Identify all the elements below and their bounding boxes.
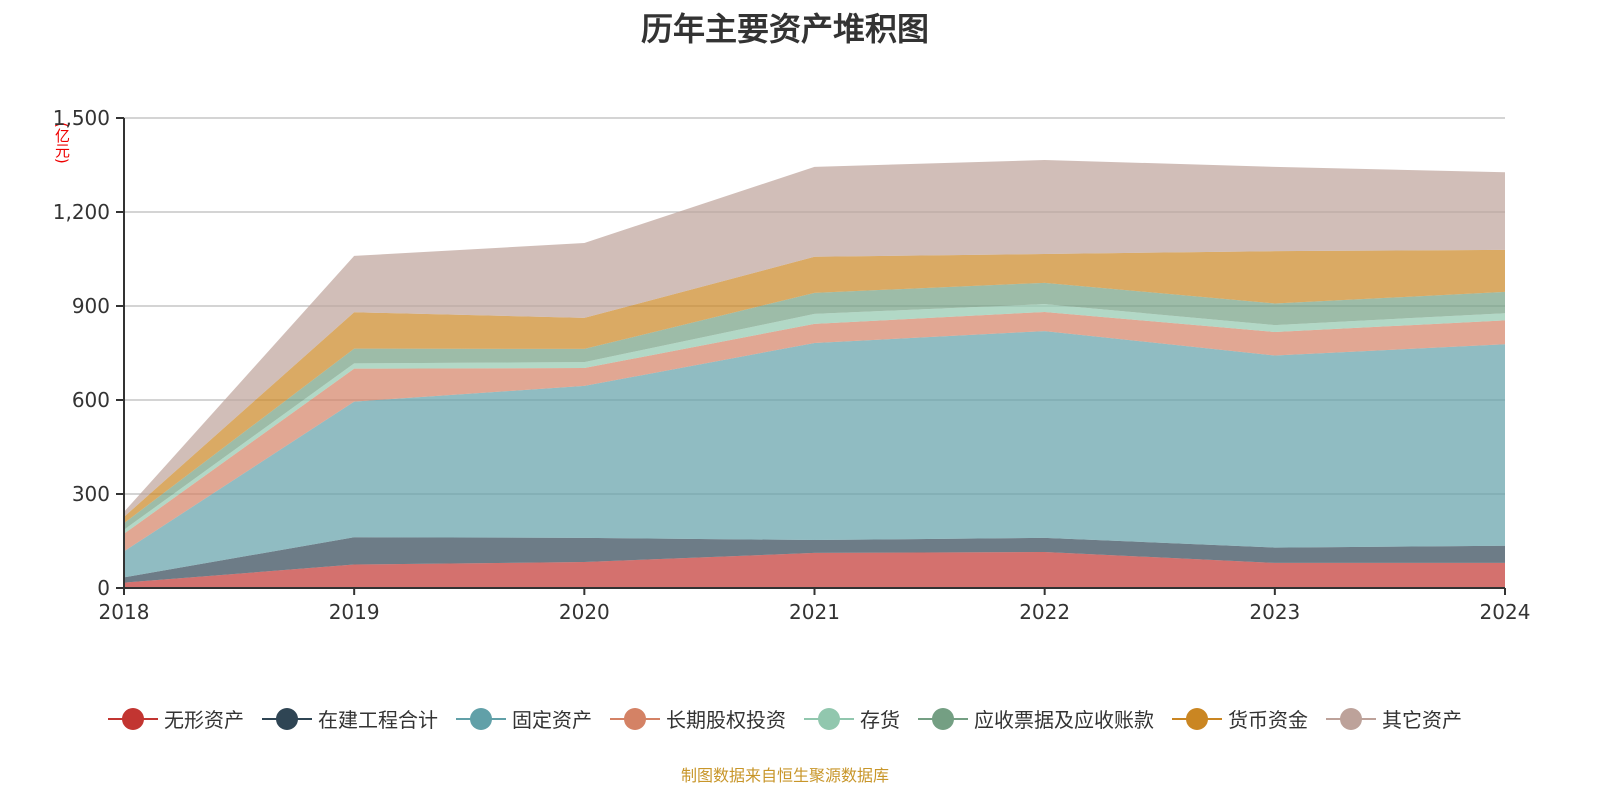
area-应收票据及应收账款	[124, 282, 1505, 530]
legend-item[interactable]: 应收票据及应收账款	[918, 704, 1154, 733]
legend-item[interactable]: 货币资金	[1172, 704, 1308, 733]
y-axis-label: (亿元)	[53, 122, 71, 164]
source-note: 制图数据来自恒生聚源数据库	[680, 766, 889, 785]
legend-symbol-icon	[456, 706, 506, 732]
legend-item[interactable]: 在建工程合计	[262, 704, 438, 733]
area-长期股权投资	[124, 311, 1505, 552]
legend-label: 在建工程合计	[318, 708, 438, 732]
x-tick-label: 2022	[1019, 600, 1070, 624]
legend-item[interactable]: 固定资产	[456, 704, 592, 733]
stacked-area-chart: 0 300 600 900 1,200 1,500 2018 2019 2020 2021 2022…	[53, 106, 1531, 624]
legend-symbol-icon	[1172, 706, 1222, 732]
legend-label: 货币资金	[1228, 708, 1308, 732]
legend-symbol-icon	[804, 706, 854, 732]
legend-item[interactable]: 其它资产	[1326, 704, 1462, 733]
area-存货	[124, 304, 1505, 534]
legend-label: 应收票据及应收账款	[974, 708, 1154, 732]
y-tick-label: 900	[72, 294, 110, 318]
x-tick-label: 2019	[329, 600, 380, 624]
legend-symbol-icon	[1326, 706, 1376, 732]
y-tick-label: 300	[72, 482, 110, 506]
area-在建工程合计	[124, 537, 1505, 583]
x-tick-label: 2018	[99, 600, 150, 624]
area-其它资产	[124, 159, 1505, 517]
area-固定资产	[124, 331, 1505, 578]
legend-label: 固定资产	[512, 708, 592, 732]
legend-label: 无形资产	[164, 708, 244, 732]
legend: 无形资产 在建工程合计 固定资产 长期股权投资 存货 应收票据及应收账款 货币资金 其它资产	[0, 704, 1570, 733]
legend-label: 长期股权投资	[666, 708, 786, 732]
legend-symbol-icon	[108, 706, 158, 732]
legend-label: 存货	[860, 708, 900, 732]
y-tick-label: 1,200	[53, 200, 110, 224]
x-tick-label: 2023	[1249, 600, 1300, 624]
y-tick-label: 1,500	[53, 106, 110, 130]
legend-item[interactable]: 无形资产	[108, 704, 244, 733]
area-货币资金	[124, 249, 1505, 524]
x-tick-label: 2024	[1480, 600, 1531, 624]
y-tick-label: 0	[97, 576, 110, 600]
x-tick-label: 2021	[789, 600, 840, 624]
legend-label: 其它资产	[1382, 708, 1462, 732]
x-tick-label: 2020	[559, 600, 610, 624]
legend-symbol-icon	[918, 706, 968, 732]
legend-symbol-icon	[262, 706, 312, 732]
chart-title: 历年主要资产堆积图	[640, 10, 929, 48]
y-tick-label: 600	[72, 388, 110, 412]
area-无形资产	[124, 551, 1505, 588]
legend-symbol-icon	[610, 706, 660, 732]
legend-item[interactable]: 存货	[804, 704, 900, 733]
legend-item[interactable]: 长期股权投资	[610, 704, 786, 733]
